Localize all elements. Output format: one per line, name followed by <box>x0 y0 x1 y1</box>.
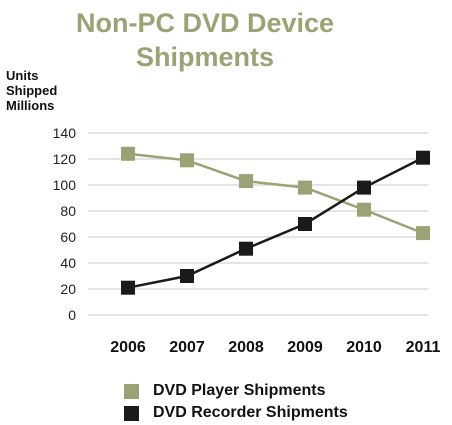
y-tick-label: 100 <box>53 177 77 193</box>
y-tick-label: 20 <box>60 281 76 297</box>
legend-swatch-recorder <box>124 405 139 421</box>
gridlines <box>88 132 428 316</box>
data-point-0 <box>239 174 253 189</box>
chart-title: Non-PC DVD Device Shipments <box>75 8 335 72</box>
legend-label-recorder: DVD Recorder Shipments <box>153 404 348 421</box>
data-point-0 <box>121 146 135 161</box>
x-tick-label: 2011 <box>406 339 441 356</box>
x-tick-label: 2006 <box>110 339 146 356</box>
y-axis-label: Units Shipped Millions <box>6 68 86 113</box>
series-lines <box>127 152 424 289</box>
x-axis-ticks: 2006 2007 2008 2009 2010 2011 <box>110 339 440 356</box>
legend-item-player: DVD Player Shipments <box>124 380 348 402</box>
legend-item-recorder: DVD Recorder Shipments <box>124 402 348 424</box>
y-axis-label-line: Shipped <box>6 83 58 98</box>
data-point-0 <box>357 202 371 217</box>
y-axis-label-line: Millions <box>6 98 55 113</box>
data-point-1 <box>239 241 253 256</box>
data-point-1 <box>416 150 430 165</box>
legend-label-player: DVD Player Shipments <box>153 382 326 399</box>
data-point-0 <box>298 180 312 195</box>
data-point-1 <box>121 280 135 295</box>
y-tick-label: 120 <box>53 151 77 167</box>
y-tick-label: 60 <box>60 229 76 245</box>
x-tick-label: 2010 <box>346 339 382 356</box>
y-axis-ticks: 140 120 100 80 60 40 20 0 <box>53 125 77 323</box>
y-tick-label: 80 <box>60 203 76 219</box>
x-tick-label: 2007 <box>169 339 205 356</box>
data-point-1 <box>298 217 312 231</box>
x-tick-label: 2009 <box>287 339 323 356</box>
data-point-1 <box>357 180 371 195</box>
series-line-0 <box>127 152 424 235</box>
legend-swatch-player <box>124 383 139 399</box>
y-tick-label: 0 <box>68 307 76 323</box>
series-line-1 <box>127 156 424 289</box>
x-tick-label: 2008 <box>228 339 264 356</box>
data-point-0 <box>416 226 430 241</box>
data-point-1 <box>180 269 194 283</box>
y-axis-label-line: Units <box>6 68 39 83</box>
y-tick-label: 40 <box>60 255 76 271</box>
y-tick-label: 140 <box>53 125 77 141</box>
data-point-0 <box>180 153 194 168</box>
legend: DVD Player Shipments DVD Recorder Shipme… <box>124 380 348 424</box>
series-markers <box>121 146 430 295</box>
